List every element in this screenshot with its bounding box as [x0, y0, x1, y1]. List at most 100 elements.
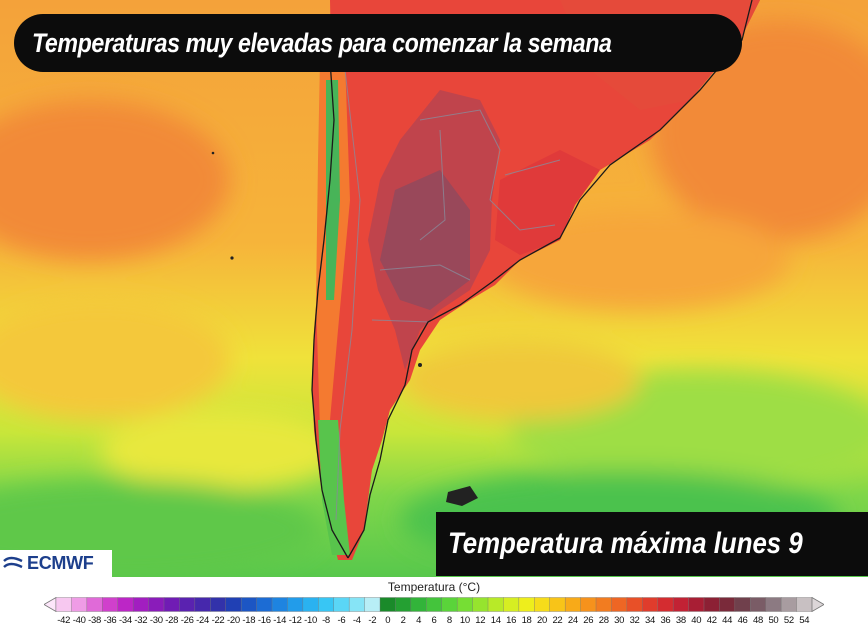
- legend-color-swatch: [642, 597, 659, 612]
- legend-color-swatch: [734, 597, 751, 612]
- legend-tick-label: 10: [459, 615, 470, 626]
- legend-tick-label: 32: [629, 615, 640, 626]
- legend-tick-label: 14: [490, 615, 501, 626]
- legend-tick-label: -40: [72, 615, 86, 626]
- legend-color-swatch: [456, 597, 474, 612]
- legend-color-swatch: [518, 597, 535, 612]
- legend-color-swatch: [426, 597, 443, 612]
- legend-color-swatch: [163, 597, 180, 612]
- coastline: [311, 0, 753, 559]
- legend-color-swatch: [503, 597, 520, 612]
- legend-tick-label: 0: [385, 615, 391, 626]
- legend-tick-label: -32: [134, 615, 148, 626]
- legend-tick-label: -34: [119, 615, 132, 626]
- legend-color-swatch: [672, 597, 690, 612]
- legend-color-swatch: [472, 597, 489, 612]
- legend-tick-label: -8: [322, 615, 330, 626]
- legend-tick-label: 40: [691, 615, 702, 626]
- legend-tick-label: -24: [196, 615, 209, 626]
- legend-color-swatch: [441, 597, 458, 612]
- legend-tick-label: 52: [783, 615, 794, 626]
- legend-color-swatch: [132, 597, 150, 612]
- legend-color-swatch: [256, 597, 273, 612]
- legend-arrow-left: [44, 597, 57, 612]
- legend-color-swatch: [287, 597, 304, 612]
- legend-color-swatch: [719, 597, 736, 612]
- legend-tick-labels: -42 -40 -38 -36 -34 -32 -30 -28 -26 -24 -22 -20 -18-…: [0, 615, 868, 627]
- legend-color-swatch: [148, 597, 165, 612]
- land-mass: [312, 0, 760, 560]
- legend-tick-label: 20: [537, 615, 547, 626]
- subtitle-banner: Temperatura máxima lunes 9: [436, 512, 868, 576]
- country-borders: [335, 69, 561, 521]
- legend-color-swatch: [688, 597, 705, 612]
- legend-color-swatch: [302, 597, 319, 612]
- legend-color-swatch: [780, 597, 798, 612]
- legend-color-swatch: [55, 597, 72, 612]
- legend-tick-label: -16: [257, 615, 271, 626]
- legend-tick-label: -38: [88, 615, 101, 626]
- legend-tick-label: -12: [288, 615, 302, 626]
- legend-color-swatch: [71, 597, 88, 612]
- legend-tick-label: -20: [227, 615, 240, 626]
- legend-color-swatch: [86, 597, 103, 612]
- legend-tick-label: -30: [149, 615, 163, 626]
- legend-color-swatch: [318, 597, 335, 612]
- legend-color-swatch: [240, 597, 258, 612]
- legend-color-swatch: [549, 597, 566, 612]
- legend-color-swatch: [750, 597, 767, 612]
- temperature-map: [0, 0, 868, 577]
- legend-color-swatch: [194, 597, 211, 612]
- legend-color-swatch: [657, 597, 674, 612]
- legend-color-swatch: [364, 597, 381, 612]
- legend-color-swatch: [564, 597, 582, 612]
- islands: [211, 151, 478, 506]
- legend-color-swatch: [348, 597, 366, 612]
- legend-tick-label: -4: [352, 615, 361, 626]
- legend-arrow-right: [811, 597, 824, 612]
- legend-tick-label: 50: [768, 615, 779, 626]
- legend-tick-label: 30: [614, 615, 625, 626]
- legend-color-swatch: [395, 597, 412, 612]
- legend-tick-label: -14: [273, 615, 287, 626]
- legend-color-swatch: [487, 597, 504, 612]
- legend-color-swatch: [703, 597, 720, 612]
- legend-color-swatch: [765, 597, 782, 612]
- legend-tick-label: 6: [431, 615, 437, 626]
- map-title: Temperaturas muy elevadas para comenzar …: [32, 27, 612, 58]
- legend-color-swatch: [225, 597, 242, 612]
- legend-tick-label: 26: [583, 615, 594, 626]
- ecmwf-logo: ECMWF: [0, 550, 112, 577]
- legend-color-swatch: [611, 597, 628, 612]
- legend-color-swatch: [379, 597, 396, 612]
- legend-color-swatch: [333, 597, 350, 612]
- ecmwf-logo-text: ECMWF: [27, 553, 94, 573]
- legend-color-swatch: [626, 597, 643, 612]
- legend-tick-label: -18: [242, 615, 256, 626]
- map-subtitle: Temperatura máxima lunes 9: [448, 527, 803, 560]
- legend-color-swatch: [210, 597, 227, 612]
- legend-tick-label: 38: [675, 615, 686, 626]
- legend-color-swatch: [796, 597, 813, 612]
- ecmwf-logo-icon: [3, 556, 23, 568]
- legend-color-swatch: [271, 597, 288, 612]
- legend-tick-label: -2: [368, 615, 377, 626]
- legend-tick-label: 24: [567, 615, 578, 626]
- legend-color-swatch: [117, 597, 134, 612]
- legend-color-swatch: [595, 597, 612, 612]
- legend-tick-label: 22: [552, 615, 563, 626]
- legend-tick-label: 8: [446, 615, 452, 626]
- legend-tick-label: -22: [211, 615, 225, 626]
- legend-tick-label: 54: [799, 615, 810, 626]
- color-legend: Temperatura (°C) -42 -40 -38 -36 -34 -32 -30 -2…: [0, 577, 868, 629]
- legend-tick-label: -36: [103, 615, 117, 626]
- legend-tick-label: 42: [706, 615, 717, 626]
- legend-tick-label: -26: [180, 615, 194, 626]
- legend-color-swatch: [410, 597, 427, 612]
- legend-tick-label: 36: [660, 615, 671, 626]
- legend-color-bar: [44, 597, 824, 612]
- legend-tick-label: -10: [304, 615, 317, 626]
- legend-tick-label: 18: [521, 615, 532, 626]
- legend-tick-label: 12: [475, 615, 486, 626]
- legend-color-swatch: [534, 597, 551, 612]
